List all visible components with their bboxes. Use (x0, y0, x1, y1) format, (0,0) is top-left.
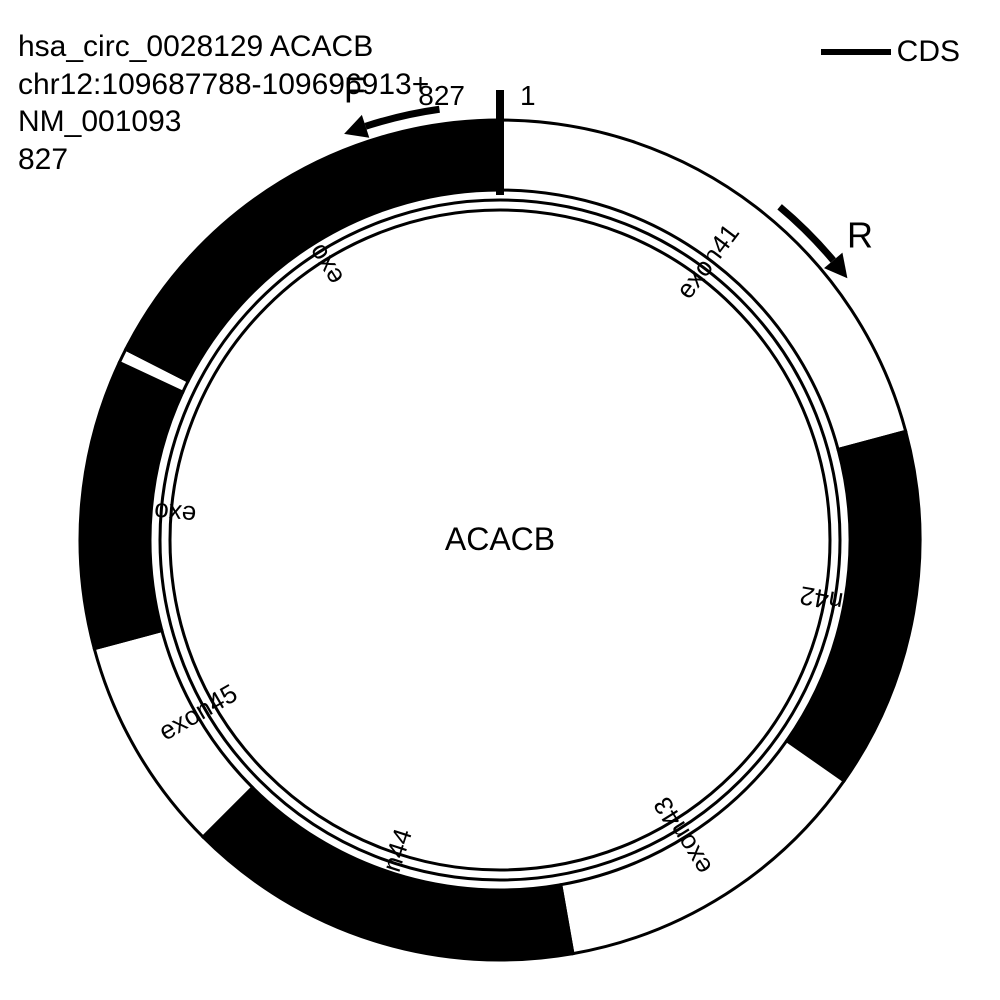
primer-label: R (847, 214, 873, 255)
primer-arrow-shaft (366, 109, 440, 126)
primer-arrowhead (344, 115, 369, 138)
exon-label: exon46 (110, 493, 198, 530)
center-label: ACACB (445, 521, 555, 557)
tick-end-label: 827 (418, 80, 465, 111)
plasmid-diagram: 8271ACACBexon41exon42exon43exon44exon45e… (0, 0, 1000, 1000)
tick-start-label: 1 (520, 80, 536, 111)
primer-label: F (344, 70, 366, 111)
